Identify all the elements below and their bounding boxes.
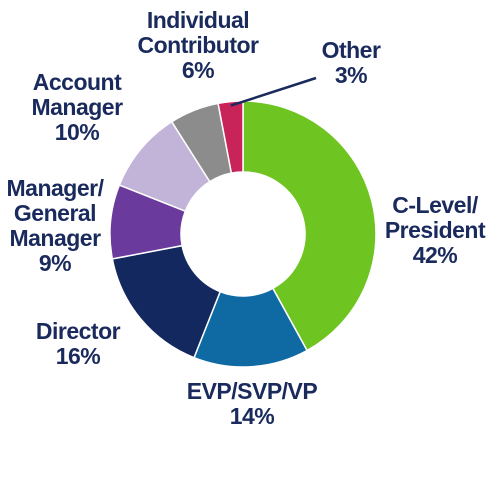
slice-label-manager-general-manager: General xyxy=(14,200,96,226)
value-label-director: 16% xyxy=(56,343,101,369)
slice-label-director: Director xyxy=(36,318,121,344)
value-label-manager-general-manager: 9% xyxy=(39,250,71,276)
slice-c-level-president xyxy=(242,100,377,352)
slice-label-manager-general-manager: Manager xyxy=(9,225,101,251)
value-label-account-manager: 10% xyxy=(55,119,100,145)
slice-label-manager-general-manager: Manager/ xyxy=(7,175,105,201)
slice-label-evp-svp-vp: EVP/SVP/VP xyxy=(187,378,318,404)
value-label-evp-svp-vp: 14% xyxy=(230,403,275,429)
value-label-c-level-president: 42% xyxy=(413,242,458,268)
slice-label-other: Other xyxy=(322,37,381,63)
value-label-individual-contributor: 6% xyxy=(182,57,214,83)
slice-label-c-level-president: President xyxy=(385,217,486,243)
slice-label-c-level-president: C-Level/ xyxy=(392,192,479,218)
slice-label-individual-contributor: Contributor xyxy=(138,32,260,58)
slice-other xyxy=(217,100,244,174)
slice-label-individual-contributor: Individual xyxy=(147,7,249,33)
leader-line-other xyxy=(230,76,317,107)
slice-label-account-manager: Account xyxy=(33,69,122,95)
value-label-other: 3% xyxy=(335,62,367,88)
slice-label-account-manager: Manager xyxy=(31,94,123,120)
